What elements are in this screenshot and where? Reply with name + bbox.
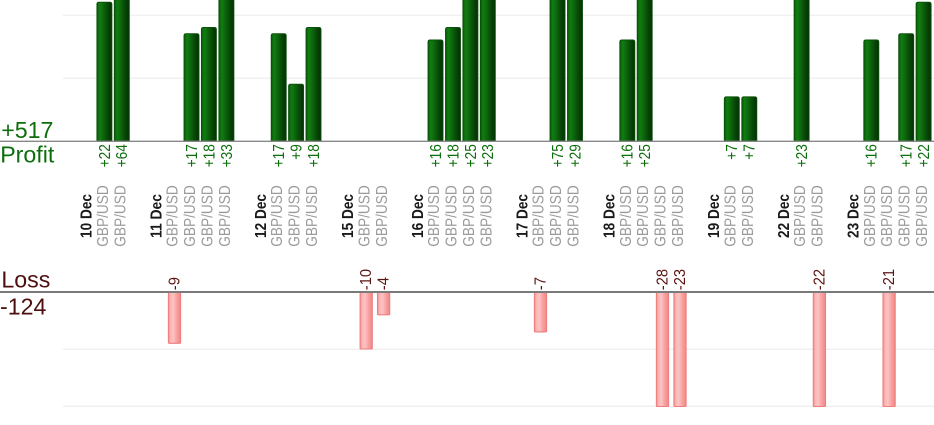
svg-text:+22: +22 (916, 144, 933, 167)
svg-text:GBP/USD: GBP/USD (548, 185, 565, 246)
svg-text:GBP/USD: GBP/USD (478, 185, 495, 246)
svg-text:+16: +16 (620, 144, 637, 167)
svg-text:+33: +33 (219, 144, 236, 167)
svg-text:GBP/USD: GBP/USD (287, 185, 304, 246)
svg-text:GBP/USD: GBP/USD (810, 185, 827, 246)
svg-text:GBP/USD: GBP/USD (165, 185, 182, 246)
svg-text:Loss: Loss (1, 267, 50, 293)
svg-text:-9: -9 (167, 277, 184, 290)
svg-text:11 Dec: 11 Dec (149, 194, 166, 238)
svg-text:12 Dec: 12 Dec (253, 194, 270, 238)
svg-text:GBP/USD: GBP/USD (635, 185, 652, 246)
svg-text:GBP/USD: GBP/USD (426, 185, 443, 246)
svg-text:+17: +17 (271, 144, 288, 167)
svg-text:+23: +23 (794, 144, 811, 167)
svg-text:-4: -4 (376, 277, 393, 290)
svg-text:-10: -10 (358, 269, 375, 291)
svg-text:GBP/USD: GBP/USD (897, 185, 914, 246)
svg-text:-7: -7 (533, 277, 550, 290)
svg-text:+22: +22 (97, 144, 114, 167)
svg-text:+64: +64 (114, 144, 131, 167)
svg-text:+9: +9 (289, 144, 306, 160)
svg-text:+517: +517 (1, 117, 53, 143)
svg-text:GBP/USD: GBP/USD (269, 185, 286, 246)
svg-text:GBP/USD: GBP/USD (182, 185, 199, 246)
svg-text:GBP/USD: GBP/USD (792, 185, 809, 246)
svg-text:GBP/USD: GBP/USD (914, 185, 931, 246)
svg-text:Profit: Profit (0, 142, 55, 168)
svg-text:GBP/USD: GBP/USD (304, 185, 321, 246)
svg-text:15 Dec: 15 Dec (340, 194, 357, 238)
svg-text:+7: +7 (724, 144, 741, 160)
svg-text:+18: +18 (306, 144, 323, 167)
svg-text:-23: -23 (672, 269, 689, 290)
svg-text:GBP/USD: GBP/USD (356, 185, 373, 246)
svg-text:22 Dec: 22 Dec (776, 194, 793, 238)
svg-text:+18: +18 (445, 144, 462, 167)
svg-text:GBP/USD: GBP/USD (618, 185, 635, 246)
svg-text:+16: +16 (428, 144, 445, 167)
svg-text:10 Dec: 10 Dec (79, 194, 96, 238)
svg-text:GBP/USD: GBP/USD (653, 185, 670, 246)
svg-text:GBP/USD: GBP/USD (112, 185, 129, 246)
svg-text:-28: -28 (655, 269, 672, 290)
svg-text:GBP/USD: GBP/USD (722, 185, 739, 246)
svg-text:+16: +16 (864, 144, 881, 167)
svg-text:+18: +18 (201, 144, 218, 167)
svg-text:-22: -22 (811, 269, 828, 290)
svg-text:+17: +17 (184, 144, 201, 167)
svg-text:+29: +29 (567, 144, 584, 167)
svg-text:+7: +7 (742, 144, 759, 160)
svg-text:+75: +75 (550, 144, 567, 167)
svg-text:GBP/USD: GBP/USD (670, 185, 687, 246)
svg-text:GBP/USD: GBP/USD (740, 185, 757, 246)
svg-text:GBP/USD: GBP/USD (199, 185, 216, 246)
svg-text:GBP/USD: GBP/USD (879, 185, 896, 246)
svg-text:GBP/USD: GBP/USD (374, 185, 391, 246)
svg-text:-21: -21 (881, 269, 898, 290)
svg-text:GBP/USD: GBP/USD (217, 185, 234, 246)
svg-text:GBP/USD: GBP/USD (531, 185, 548, 246)
svg-text:23 Dec: 23 Dec (846, 194, 863, 238)
svg-text:+17: +17 (899, 144, 916, 167)
svg-text:GBP/USD: GBP/USD (461, 185, 478, 246)
svg-text:GBP/USD: GBP/USD (566, 185, 583, 246)
svg-text:GBP/USD: GBP/USD (862, 185, 879, 246)
svg-text:GBP/USD: GBP/USD (95, 185, 112, 246)
svg-text:18 Dec: 18 Dec (602, 194, 619, 238)
svg-text:19 Dec: 19 Dec (706, 194, 723, 238)
svg-text:+25: +25 (637, 144, 654, 167)
svg-text:GBP/USD: GBP/USD (444, 185, 461, 246)
svg-text:17 Dec: 17 Dec (515, 194, 532, 238)
svg-text:+25: +25 (463, 144, 480, 167)
svg-text:16 Dec: 16 Dec (410, 194, 427, 238)
svg-text:-124: -124 (0, 293, 47, 319)
svg-text:+23: +23 (480, 144, 497, 167)
